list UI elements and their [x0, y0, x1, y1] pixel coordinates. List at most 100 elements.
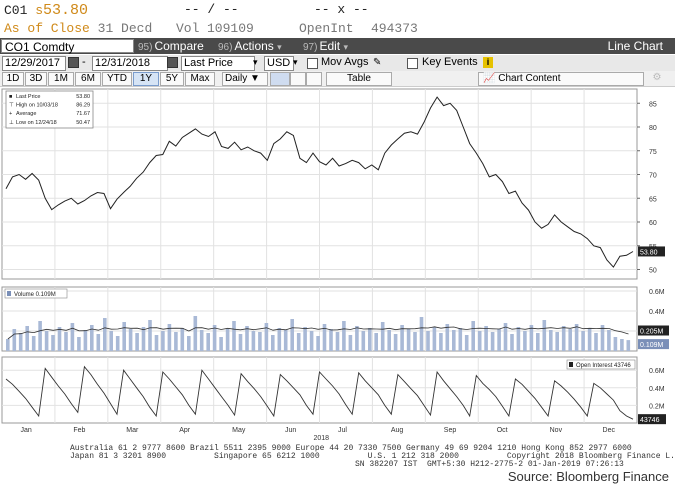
calendar-icon[interactable]	[167, 57, 178, 68]
volume-bar	[380, 322, 385, 351]
openint-value: 494373	[371, 21, 418, 36]
volume-bar	[31, 336, 36, 351]
period-button-1d[interactable]: 1D	[2, 72, 24, 86]
volume-bar	[529, 325, 534, 351]
footer-contact-line-2: Japan 81 3 3201 8900 Singapore 65 6212 1…	[70, 452, 675, 461]
volume-bar	[283, 330, 288, 351]
volume-bar	[497, 329, 501, 351]
volume-legend-label: Volume 0.109M	[14, 292, 56, 298]
asof-date: 31 Decd	[97, 21, 153, 36]
month-label: Feb	[73, 427, 85, 434]
period-button-ytd[interactable]: YTD	[102, 72, 132, 86]
end-date-input[interactable]: 12/31/2018	[92, 56, 168, 71]
volume-bar	[510, 334, 514, 351]
month-label: Aug	[391, 427, 404, 434]
bar-style-button[interactable]	[290, 72, 306, 86]
chart-content-button[interactable]: 📈 Chart Content	[478, 72, 644, 86]
volume-bar	[187, 336, 191, 351]
volume-bar	[523, 331, 527, 351]
oi-last-tag	[638, 414, 666, 425]
volume-bar	[471, 321, 475, 351]
volume-bar	[516, 327, 521, 351]
oi-axis-label: 0.2M	[649, 403, 665, 410]
pencil-icon[interactable]: ✎	[373, 57, 382, 68]
field-select[interactable]: Last Price	[181, 56, 255, 71]
month-label: May	[232, 427, 246, 434]
volume-bar	[38, 321, 42, 351]
month-label: Dec	[603, 427, 616, 434]
price-legend	[5, 90, 94, 129]
volume-bar	[251, 331, 256, 351]
volume-bar	[426, 331, 430, 351]
legend-label: High on 10/03/18	[16, 103, 58, 109]
chart-area: 505560657075808553.80■Last Price53.80⊤Hi…	[0, 87, 675, 442]
legend-marker: +	[9, 111, 12, 117]
volume-bar	[419, 317, 424, 351]
volume-bar	[303, 327, 307, 351]
currency-select[interactable]: USD	[264, 56, 294, 71]
legend-label: Last Price	[16, 94, 40, 100]
period-button-3d[interactable]: 3D	[25, 72, 47, 86]
line-style-button[interactable]	[270, 72, 290, 86]
price-axis-label: 50	[649, 268, 657, 275]
period-button-1m[interactable]: 1M	[48, 72, 74, 86]
actions-button[interactable]: 96) Actions ▾	[218, 39, 282, 53]
volume-bar	[393, 334, 398, 351]
chart-svg: 505560657075808553.80■Last Price53.80⊤Hi…	[1, 88, 669, 442]
volume-bar	[406, 329, 411, 351]
frequency-select[interactable]: Daily ▼	[222, 72, 268, 86]
candle-style-button[interactable]	[306, 72, 322, 86]
date-controls-bar: 12/29/2017 - 12/31/2018 Last Price ▾ USD…	[0, 55, 675, 72]
edit-button[interactable]: 97) Edit ▾	[303, 39, 348, 53]
volume-bar	[309, 331, 314, 351]
actions-label: Actions	[234, 39, 274, 53]
volume-bar	[180, 328, 185, 351]
period-button-6m[interactable]: 6M	[75, 72, 101, 86]
legend-value: 71.67	[76, 111, 90, 117]
month-label: Oct	[497, 427, 508, 434]
period-button-max[interactable]: Max	[185, 72, 215, 86]
volume-bar	[225, 329, 230, 351]
volume-bar	[329, 329, 333, 351]
volume-bar	[587, 328, 592, 351]
key-events-checkbox[interactable]	[407, 58, 418, 69]
chevron-down-icon[interactable]: ▾	[253, 57, 258, 67]
chart-type-label[interactable]: Line Chart	[607, 39, 663, 53]
oi-last-tag-label: 43746	[640, 417, 660, 424]
volume-bar	[77, 337, 81, 351]
edit-number: 97)	[303, 42, 318, 53]
period-button-1y[interactable]: 1Y	[133, 72, 159, 86]
start-date-input[interactable]: 12/29/2017	[2, 56, 66, 71]
volume-bar	[122, 322, 126, 351]
volume-bar	[25, 326, 29, 351]
price-line	[5, 96, 634, 268]
settings-gear-icon[interactable]: ⚙	[652, 72, 662, 83]
period-bar: 1D 3D 1M 6M YTD 1Y 5Y Max Daily ▼ Table 📈 Chart…	[0, 71, 675, 87]
compare-number: 95)	[138, 42, 153, 53]
volume-legend-marker	[7, 291, 11, 296]
price-axis-label: 60	[649, 220, 657, 227]
volume-bar	[64, 332, 68, 351]
mov-avgs-checkbox[interactable]	[307, 58, 318, 69]
legend-value: 53.80	[76, 94, 90, 100]
calendar-icon[interactable]	[68, 57, 79, 68]
volume-bar	[458, 328, 463, 351]
oi-axis-label: 0.6M	[649, 368, 665, 375]
table-button[interactable]: Table	[326, 72, 392, 86]
security-field[interactable]: CO1 Comdty	[1, 39, 134, 54]
volume-bar	[555, 332, 559, 351]
compare-button[interactable]: 95) Compare	[138, 39, 204, 53]
footer-session-line: SN 382207 IST GMT+5:30 H212-2775-2 01-Ja…	[355, 460, 624, 469]
year-label: 2018	[314, 435, 330, 442]
info-icon[interactable]: i	[483, 57, 493, 68]
actions-dropdown-icon: ▾	[277, 42, 282, 52]
volume-bar	[361, 331, 366, 351]
chevron-down-icon[interactable]: ▾	[293, 57, 298, 67]
month-label: Nov	[550, 427, 563, 434]
period-button-5y[interactable]: 5Y	[160, 72, 184, 86]
volume-bar	[439, 333, 443, 351]
month-label: Mar	[126, 427, 139, 434]
volume-bar	[464, 335, 469, 351]
legend-marker: ⊤	[9, 102, 14, 109]
month-label: Apr	[179, 427, 191, 434]
